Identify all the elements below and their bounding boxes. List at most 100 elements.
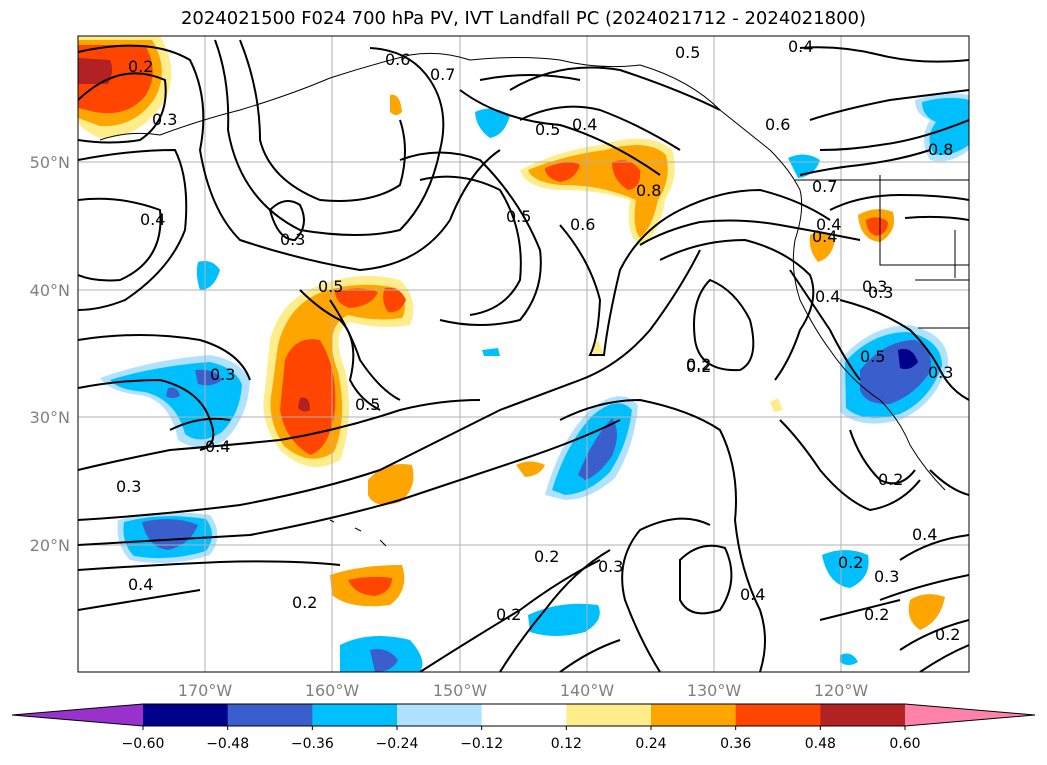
contour-label: 0.3 [280, 230, 305, 249]
colorbar-segment [397, 704, 483, 726]
contour-label: 0.6 [765, 115, 790, 134]
contour-label: 0.3 [152, 110, 177, 129]
pv-contours [78, 39, 969, 672]
latitude-labels: 50°N 40°N 30°N 20°N [30, 153, 70, 555]
lon-label: 150°W [433, 681, 488, 700]
cold-anomaly [370, 649, 398, 672]
contour-label: 0.4 [912, 525, 937, 544]
contour-label: 0.4 [812, 227, 837, 246]
colorbar-tick-label: −0.36 [291, 736, 334, 752]
warm-anomaly [78, 58, 113, 84]
lon-label: 140°W [560, 681, 615, 700]
contour-label: 0.2 [686, 355, 711, 374]
cold-anomaly [196, 261, 220, 290]
warm-anomaly [298, 397, 310, 412]
colorbar-tick-label: 0.48 [805, 736, 836, 752]
lat-label: 30°N [30, 408, 70, 427]
colorbar-tick-label: 0.36 [720, 736, 751, 752]
cold-anomaly [475, 108, 510, 138]
contour-label: 0.4 [815, 287, 840, 306]
contour-label: 0.4 [140, 210, 165, 229]
cold-anomaly [482, 348, 500, 356]
contour-label: 0.2 [686, 357, 711, 376]
coastlines [99, 52, 969, 547]
contour-label: 0.5 [355, 395, 380, 414]
lon-label: 160°W [305, 681, 360, 700]
warm-anomaly [770, 398, 783, 412]
contour-label: 0.8 [636, 181, 661, 200]
contour-label: 0.4 [740, 585, 765, 604]
cold-anomaly [142, 519, 198, 550]
warm-anomaly [368, 464, 414, 505]
graticule [78, 36, 969, 672]
colorbar-tick-label: −0.24 [376, 736, 419, 752]
contour-label: 0.5 [535, 120, 560, 139]
warm-anomaly [908, 594, 945, 630]
colorbar-segment [143, 704, 229, 726]
colorbar-extension-max [905, 704, 1035, 726]
contour-label: 0.4 [205, 437, 230, 456]
contour-label: 0.8 [928, 140, 953, 159]
colorbar-segment [227, 704, 313, 726]
map-frame [77, 35, 970, 673]
cold-anomaly [166, 387, 180, 398]
contour-label: 0.7 [812, 177, 837, 196]
warm-anomaly [383, 287, 406, 313]
warm-anomaly [335, 288, 378, 308]
contour-label: 0.5 [506, 207, 531, 226]
contour-label: 0.2 [128, 57, 153, 76]
colorbar-segment [481, 704, 567, 726]
warm-anomaly [390, 94, 402, 115]
colorbar-tick-label: −0.60 [122, 736, 165, 752]
map-panel: 0.2 0.3 0.6 0.7 0.5 0.4 0.5 0.4 0.6 0.8 … [78, 36, 969, 672]
lat-label: 20°N [30, 536, 70, 555]
contour-label: 0.3 [116, 477, 141, 496]
contour-label: 0.5 [860, 347, 885, 366]
contour-label: 0.4 [816, 215, 841, 234]
contour-label: 0.5 [675, 43, 700, 62]
warm-anomaly [866, 217, 888, 236]
colorbar-tick-label: 0.60 [889, 736, 920, 752]
lon-label: 120°W [814, 681, 869, 700]
colorbar-segment [312, 704, 398, 726]
cold-anomaly [578, 418, 617, 480]
colorbar-segment [566, 704, 652, 726]
warm-anomaly [348, 576, 392, 596]
lon-label: 130°W [687, 681, 742, 700]
cold-anomaly [822, 550, 869, 588]
contour-label: 0.3 [210, 365, 235, 384]
contour-label: 0.2 [935, 625, 960, 644]
colorbar-extension-min [12, 704, 143, 726]
ivt-shading [78, 36, 969, 672]
colorbar-segment [820, 704, 906, 726]
contour-label: 0.3 [862, 277, 887, 296]
contour-label: 0.2 [878, 470, 903, 489]
cold-anomaly [898, 348, 918, 370]
colorbar-segment [735, 704, 821, 726]
colorbar-tick-label: 0.24 [635, 736, 666, 752]
contour-label: 0.5 [318, 277, 343, 296]
contour-label: 0.7 [430, 65, 455, 84]
contour-label: 0.2 [864, 605, 889, 624]
longitude-labels: 170°W 160°W 150°W 140°W 130°W 120°W [178, 681, 869, 700]
contour-labels: 0.2 0.3 0.6 0.7 0.5 0.4 0.5 0.4 0.6 0.8 … [116, 37, 960, 644]
contour-label: 0.2 [838, 553, 863, 572]
colorbar-tick-label: −0.48 [206, 736, 249, 752]
lon-label: 170°W [178, 681, 233, 700]
colorbar-tick-label: 0.12 [551, 736, 582, 752]
contour-label: 0.2 [496, 605, 521, 624]
colorbar-tick-label: −0.12 [460, 736, 503, 752]
contour-label: 0.3 [874, 567, 899, 586]
contour-label: 0.6 [570, 215, 595, 234]
cold-anomaly [195, 369, 222, 386]
cold-anomaly [840, 653, 858, 665]
cold-anomaly [922, 97, 969, 155]
colorbar: −0.60 −0.48 −0.36 −0.24 −0.12 0.12 0.24 0.36 0.4… [11, 703, 1036, 752]
contour-label: 0.2 [534, 547, 559, 566]
contour-label: 0.3 [598, 557, 623, 576]
warm-anomaly [612, 160, 641, 190]
contour-label: 0.4 [788, 37, 813, 56]
lat-label: 50°N [30, 153, 70, 172]
contour-label: 0.4 [128, 575, 153, 594]
warm-anomaly [280, 339, 336, 455]
